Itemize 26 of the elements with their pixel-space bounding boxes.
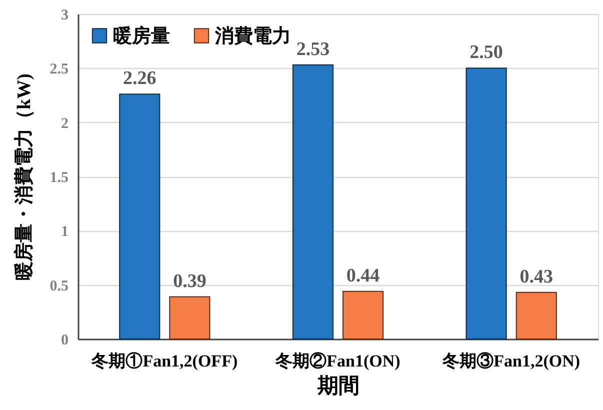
y-tick-label: 2.5 <box>50 62 68 78</box>
y-tick-label: 1.5 <box>50 170 68 186</box>
legend-label: 消費電力 <box>214 24 291 47</box>
y-tick-label: 3 <box>61 8 68 24</box>
y-tick-label: 0 <box>61 332 68 348</box>
y-tick-label: 1 <box>61 224 68 240</box>
data-label: 0.44 <box>346 265 380 286</box>
bar <box>342 290 384 340</box>
data-label: 2.26 <box>123 68 156 90</box>
bar <box>169 296 210 340</box>
bar <box>119 94 160 340</box>
data-label: 0.39 <box>173 270 206 292</box>
bar <box>516 292 557 340</box>
data-label: 2.53 <box>296 38 330 60</box>
legend-label: 暖房量 <box>113 24 170 47</box>
x-axis-title: 期間 <box>316 374 360 398</box>
y-axis-title: 暖房量・消費電力（kW) <box>12 74 35 280</box>
bar <box>292 64 334 340</box>
data-label: 2.50 <box>470 42 503 64</box>
data-label: 0.43 <box>520 266 553 288</box>
x-tick-label: 冬期③Fan1,2(ON) <box>442 352 580 370</box>
x-tick-label: 冬期②Fan1(ON) <box>274 352 400 370</box>
x-tick-label: 冬期①Fan1,2(OFF) <box>90 352 238 370</box>
y-tick-label: 2 <box>61 116 68 132</box>
y-tick-label: 0.5 <box>50 278 68 294</box>
bar <box>466 68 507 340</box>
